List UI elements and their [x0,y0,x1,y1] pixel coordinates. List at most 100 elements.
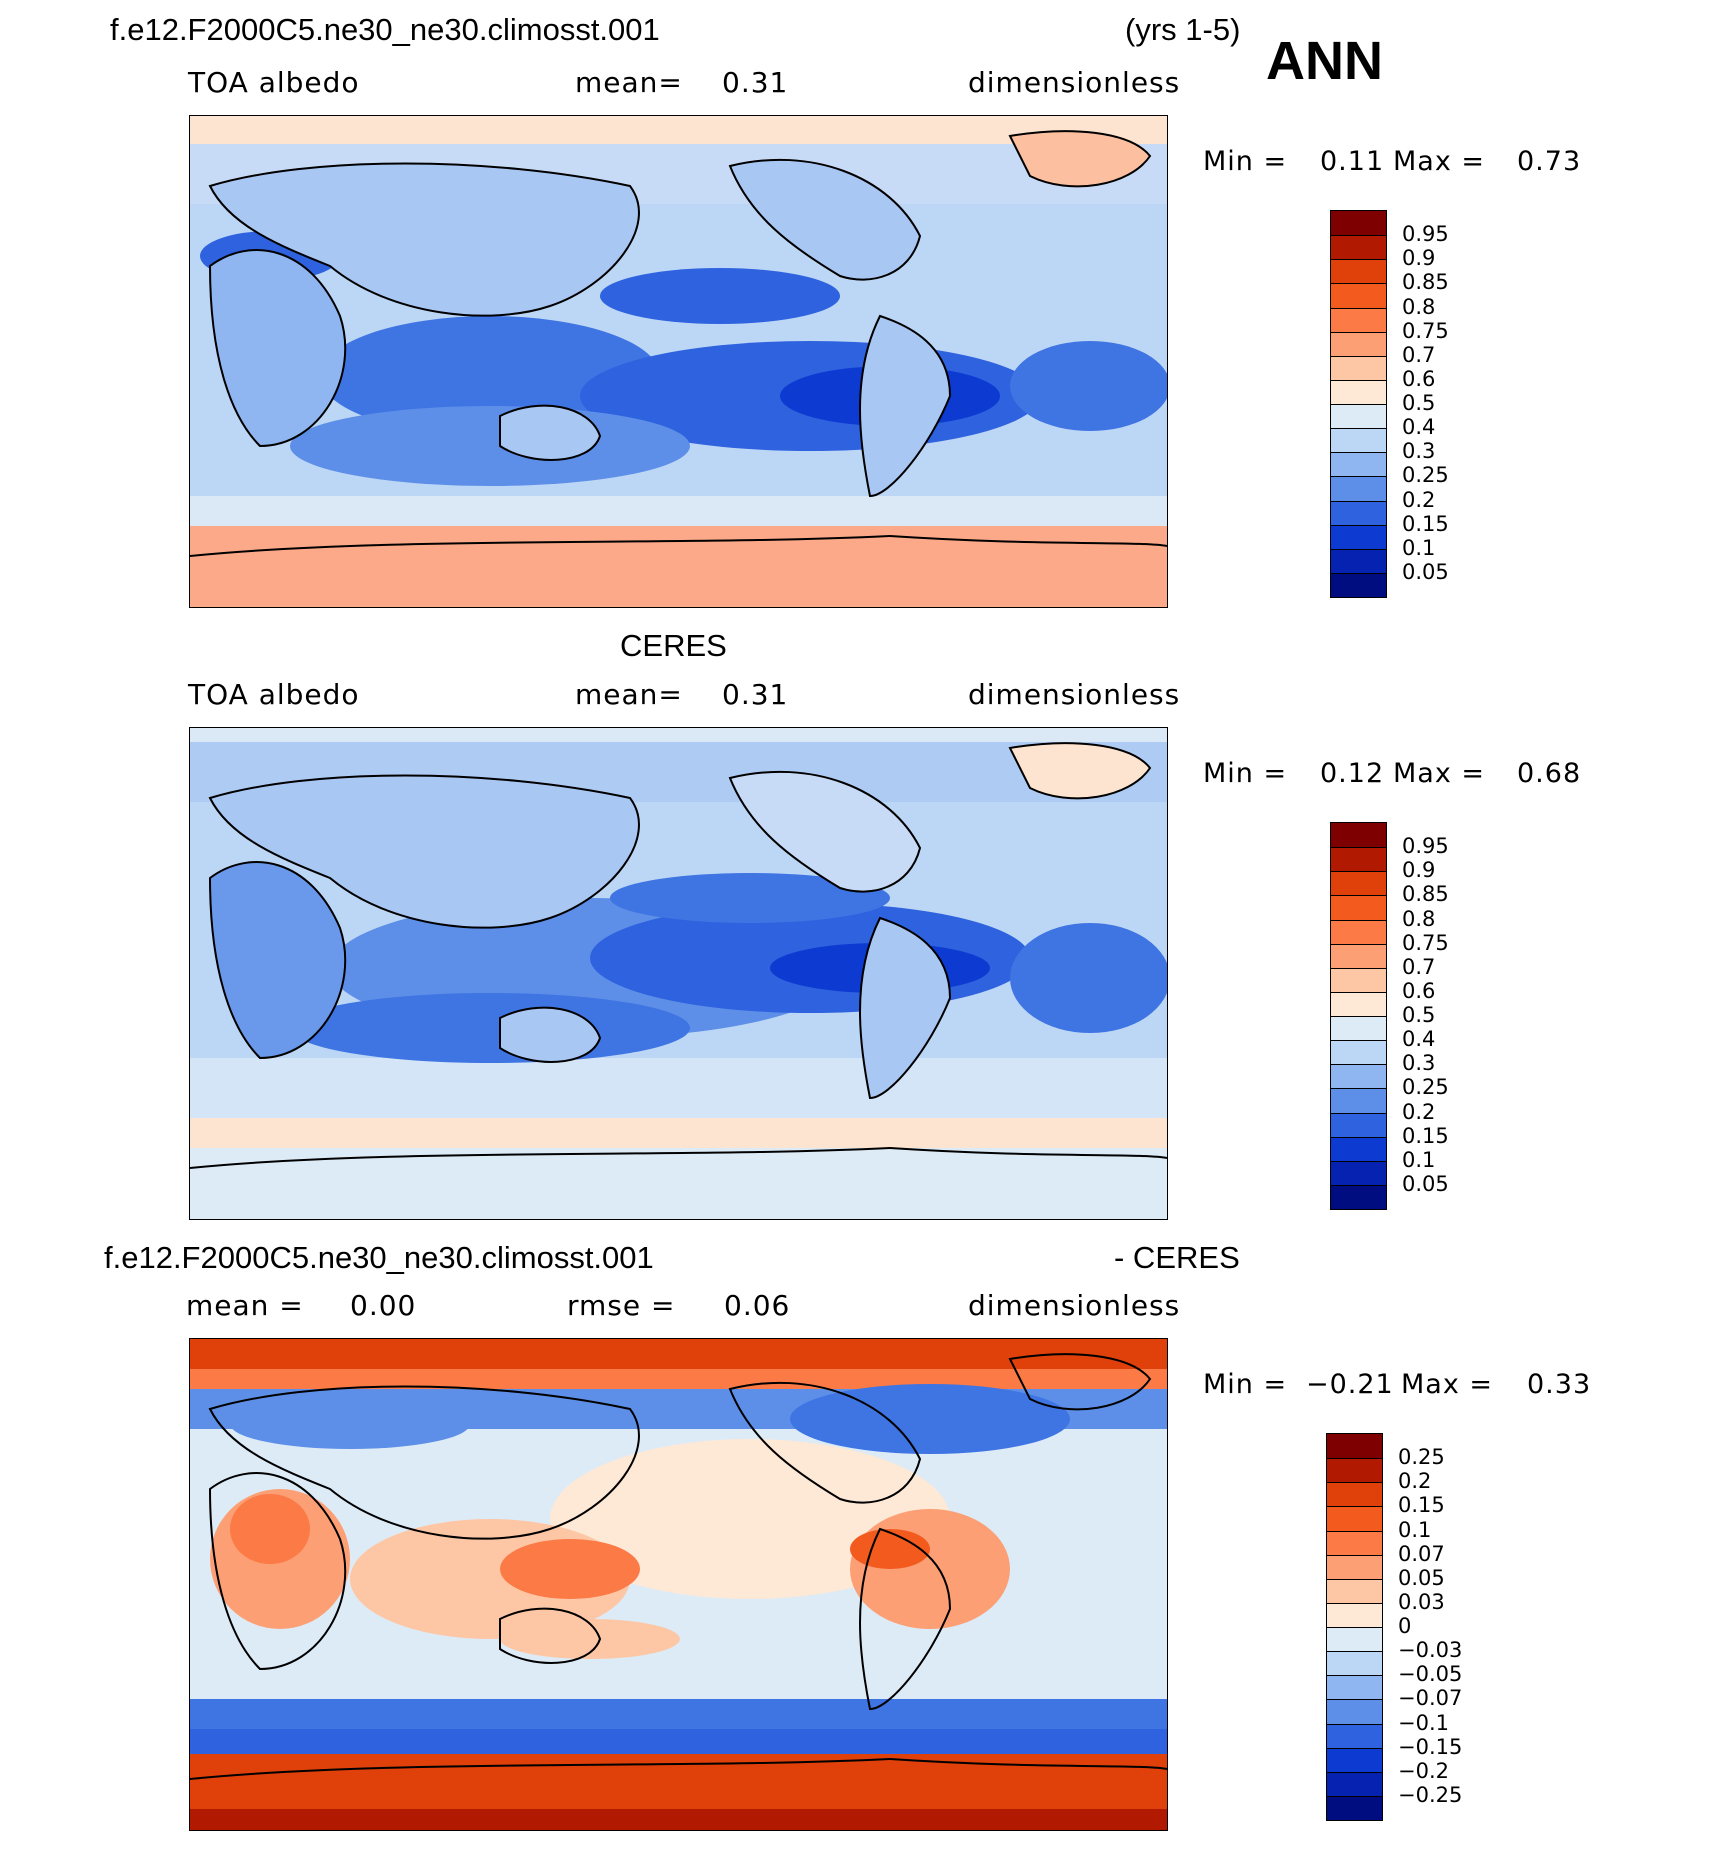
colorbar-tick-label: 0.1 [1398,1517,1432,1542]
panel3-case-title: f.e12.F2000C5.ne30_ne30.climosst.001 [104,1240,654,1275]
panel2-mean-value: 0.31 [722,678,789,711]
colorbar-tick-label: 0.8 [1402,294,1436,319]
colorbar-tick-label: 0.3 [1402,439,1436,464]
colorbar-tick-label: 0.5 [1402,1003,1436,1027]
colorbar-tick-label: 0.25 [1402,1075,1449,1100]
years-label: (yrs 1-5) [1125,12,1241,47]
panel2-min-value: 0.12 [1320,758,1385,789]
colorbar-tick-label: −0.05 [1398,1662,1463,1687]
colorbar-swatch [1331,1184,1386,1209]
colorbar-tick-label: 0.1 [1402,1147,1436,1172]
colorbar-swatch [1331,548,1386,573]
panel3-min-label: Min = [1203,1369,1288,1400]
colorbar-tick-label: 0.2 [1398,1469,1432,1494]
colorbar-swatch [1331,259,1386,284]
colorbar-swatch [1331,404,1386,429]
colorbar-swatch [1327,1506,1382,1531]
colorbar-tick-label: 0.25 [1402,463,1449,488]
colorbar-tick-label: 0.15 [1402,1123,1449,1148]
panel3-minus-obs: - CERES [1114,1240,1240,1275]
colorbar-tick-label: −0.2 [1398,1758,1449,1783]
colorbar-swatch [1327,1482,1382,1507]
colorbar-swatch [1331,823,1386,848]
panel2-variable: TOA albedo [188,678,360,711]
colorbar-swatch [1331,943,1386,968]
colorbar-tick-label: 0.05 [1402,1171,1449,1196]
colorbar-tick-label: 0.7 [1402,342,1436,367]
colorbar-swatch [1327,1723,1382,1748]
colorbar-tick-label: 0.3 [1402,1051,1436,1076]
panel2-title: CERES [620,628,727,663]
colorbar-tick-label: 0.95 [1402,834,1449,859]
colorbar-swatch [1331,331,1386,356]
colorbar-swatch [1331,476,1386,501]
colorbar-tick-label: 0.8 [1402,906,1436,931]
panel1-variable: TOA albedo [188,66,360,99]
colorbar-swatch [1331,524,1386,549]
colorbar-tick-label: 0.4 [1402,415,1436,440]
colorbar-tick-label: 0.05 [1398,1565,1445,1590]
colorbar-tick-label: 0.9 [1402,246,1436,271]
colorbar-tick-label: 0.95 [1402,222,1449,247]
panel1-map [189,115,1168,608]
colorbar-swatch [1327,1530,1382,1555]
colorbar-swatch [1331,1040,1386,1065]
panel3-mean-value: 0.00 [350,1289,417,1322]
panel2-min-label: Min = [1203,758,1288,789]
colorbar-swatch [1331,895,1386,920]
panel1-units: dimensionless [968,66,1181,99]
colorbar-swatch [1327,1434,1382,1459]
panel2-map-graphic [190,728,1167,1219]
colorbar-tick-label: 0.1 [1402,535,1436,560]
colorbar-tick-label: 0.03 [1398,1589,1445,1614]
colorbar-swatch [1331,428,1386,453]
colorbar-tick-label: 0.05 [1402,559,1449,584]
panel1-colorbar [1330,210,1387,598]
colorbar-swatch [1331,1112,1386,1137]
colorbar-swatch [1327,1602,1382,1627]
panel2-map [189,727,1168,1220]
panel1-max-label: Max = [1393,146,1486,177]
colorbar-swatch [1327,1578,1382,1603]
colorbar-swatch [1331,500,1386,525]
colorbar-tick-label: 0.85 [1402,882,1449,907]
colorbar-tick-label: −0.07 [1398,1686,1463,1711]
panel1-min-label: Min = [1203,146,1288,177]
colorbar-tick-label: 0.6 [1402,366,1436,391]
panel3-units: dimensionless [968,1289,1181,1322]
colorbar-swatch [1331,1160,1386,1185]
colorbar-swatch [1331,967,1386,992]
colorbar-tick-label: 0.2 [1402,487,1436,512]
panel3-rmse-label: rmse = [567,1289,676,1322]
colorbar-tick-label: 0 [1398,1614,1412,1638]
colorbar-swatch [1331,211,1386,236]
colorbar-tick-label: −0.03 [1398,1638,1463,1663]
panel2-max-label: Max = [1393,758,1486,789]
colorbar-swatch [1327,1554,1382,1579]
panel3-mean-label: mean = [186,1289,304,1322]
panel1-mean-value: 0.31 [722,66,789,99]
colorbar-swatch [1331,1136,1386,1161]
colorbar-tick-label: 0.6 [1402,978,1436,1003]
colorbar-tick-label: 0.9 [1402,858,1436,883]
panel2-max-value: 0.68 [1517,758,1582,789]
panel3-rmse-value: 0.06 [724,1289,791,1322]
colorbar-swatch [1331,307,1386,332]
panel3-max-value: 0.33 [1527,1369,1592,1400]
colorbar-tick-label: 0.25 [1398,1445,1445,1470]
panel1-case-title: f.e12.F2000C5.ne30_ne30.climosst.001 [110,12,660,47]
colorbar-swatch [1331,919,1386,944]
colorbar-tick-label: 0.2 [1402,1099,1436,1124]
panel1-max-value: 0.73 [1517,146,1582,177]
colorbar-tick-label: 0.15 [1402,511,1449,536]
colorbar-swatch [1331,283,1386,308]
colorbar-swatch [1327,1627,1382,1652]
panel1-map-graphic [190,116,1167,607]
panel3-map [189,1338,1168,1831]
colorbar-swatch [1331,1016,1386,1041]
colorbar-swatch [1331,379,1386,404]
panel2-colorbar [1330,822,1387,1210]
colorbar-tick-label: 0.75 [1402,930,1449,955]
colorbar-swatch [1331,355,1386,380]
colorbar-swatch [1327,1699,1382,1724]
